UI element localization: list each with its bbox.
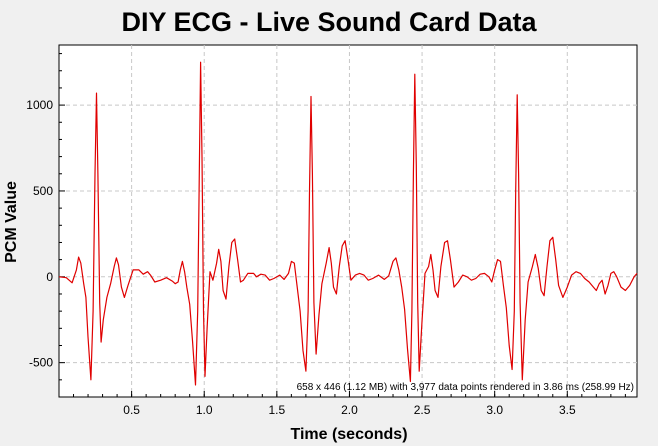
x-tick-label: 1.0 bbox=[196, 403, 213, 417]
x-tick-label: 1.5 bbox=[268, 403, 285, 417]
x-tick-label: 2.0 bbox=[341, 403, 358, 417]
y-tick-label: 500 bbox=[33, 184, 53, 198]
y-axis-label: PCM Value bbox=[3, 181, 20, 263]
y-tick-label: 1000 bbox=[26, 98, 53, 112]
x-tick-labels: 0.5 1.0 1.5 2.0 2.5 3.0 3.5 bbox=[123, 403, 576, 417]
x-tick-label: 2.5 bbox=[414, 403, 431, 417]
y-tick-label: -500 bbox=[29, 356, 53, 370]
x-tick-label: 0.5 bbox=[123, 403, 140, 417]
x-tick-label: 3.0 bbox=[486, 403, 503, 417]
ecg-series-line bbox=[58, 61, 638, 386]
y-tick-labels: -500 0 500 1000 bbox=[26, 98, 53, 370]
x-axis-label: Time (seconds) bbox=[290, 426, 407, 443]
y-tick-label: 0 bbox=[46, 270, 53, 284]
chart-title: DIY ECG - Live Sound Card Data bbox=[121, 7, 537, 37]
render-info-text: 658 x 446 (1.12 MB) with 3,977 data poin… bbox=[297, 382, 634, 393]
axis-ticks bbox=[59, 53, 626, 397]
plot-area bbox=[58, 44, 638, 398]
x-tick-label: 3.5 bbox=[559, 403, 576, 417]
grid-lines bbox=[59, 45, 637, 397]
